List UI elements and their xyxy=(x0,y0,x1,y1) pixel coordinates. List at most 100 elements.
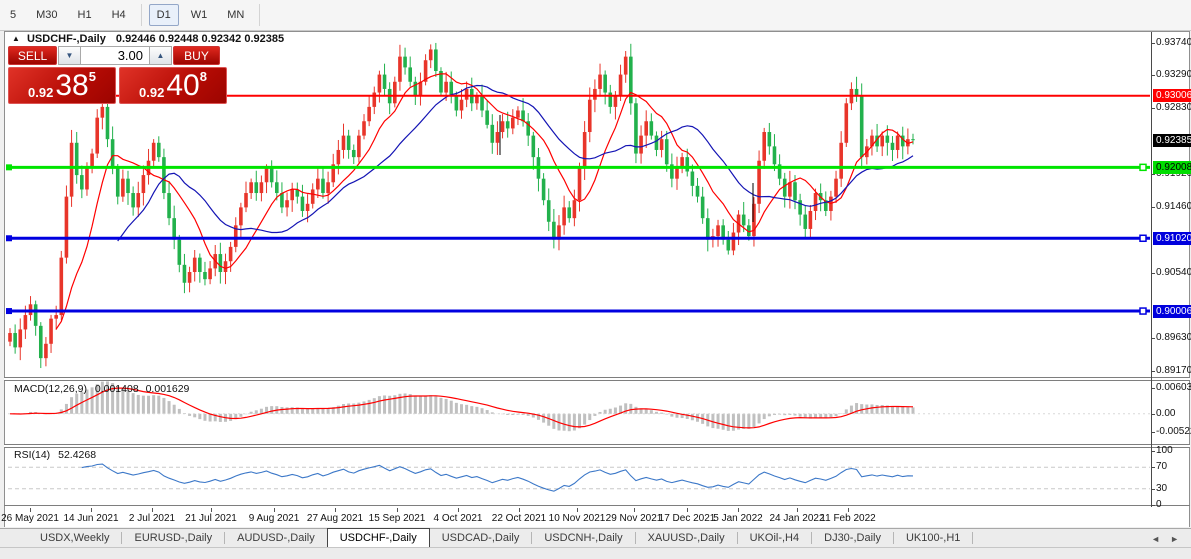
line-handle[interactable] xyxy=(1139,234,1147,243)
rsi-axis-tick xyxy=(1151,505,1155,506)
candle-body xyxy=(54,315,58,319)
tabs-scroll-right-icon[interactable]: ► xyxy=(1170,533,1179,544)
candle-body xyxy=(705,218,710,240)
candle-body xyxy=(290,189,294,201)
candlestick-chart[interactable] xyxy=(4,31,1191,527)
chart-tab-usdcad-daily[interactable]: USDCAD-,Daily xyxy=(441,532,520,544)
candle-body xyxy=(623,56,628,75)
chart-tab-eurusd-daily[interactable]: EURUSD-,Daily xyxy=(134,532,213,544)
volume-decrease-button[interactable]: ▼ xyxy=(58,46,81,65)
chart-tab-uk100-h1[interactable]: UK100-,H1 xyxy=(905,532,961,544)
timeframe-button-H4[interactable]: H4 xyxy=(111,9,126,21)
candle-body xyxy=(162,157,166,194)
sell-price-display[interactable]: 0.92 38 5 xyxy=(8,67,116,104)
candle-body xyxy=(115,167,120,197)
chart-tab-usdx-weekly[interactable]: USDX,Weekly xyxy=(40,532,110,544)
candle-body xyxy=(726,239,731,251)
candle-body xyxy=(613,96,618,107)
date-label: 26 May 2021 xyxy=(1,513,59,524)
candle-body xyxy=(141,175,146,194)
candle-body xyxy=(644,121,649,136)
timeframe-button-MN[interactable]: MN xyxy=(227,9,245,21)
volume-input[interactable] xyxy=(81,46,149,65)
candle-body xyxy=(854,88,859,97)
line-handle[interactable] xyxy=(1139,307,1147,315)
macd-main-value: 0.001408 xyxy=(94,383,139,395)
candle-body xyxy=(721,225,725,240)
date-tick-mark xyxy=(397,508,398,512)
candle-body xyxy=(131,193,135,208)
timeframe-button-D1[interactable]: D1 xyxy=(148,4,179,26)
candle-body xyxy=(844,103,849,143)
candle-body xyxy=(459,99,464,111)
candle-body xyxy=(310,189,315,204)
candle-body xyxy=(249,182,253,194)
timeframe-button-H1[interactable]: H1 xyxy=(77,9,92,21)
candle-body xyxy=(629,56,633,104)
buy-price-point: 8 xyxy=(199,69,207,84)
date-label: 4 Oct 2021 xyxy=(433,513,483,524)
price-badge-hline-green: 0.92008 xyxy=(1153,160,1191,174)
candle-body xyxy=(747,225,751,237)
chart-tab-ukoil-h4[interactable]: UKOil-,H4 xyxy=(749,532,800,544)
candle-body xyxy=(777,164,782,179)
candle-body xyxy=(100,106,105,118)
macd-axis-tick xyxy=(1151,431,1155,433)
rsi-axis-tick xyxy=(1151,488,1155,490)
timeframe-button-W1[interactable]: W1 xyxy=(190,9,208,21)
line-handle[interactable] xyxy=(1139,163,1147,172)
price-tick-label: 0.90540 xyxy=(1156,266,1191,278)
chart-tab-xauusd-daily[interactable]: XAUUSD-,Daily xyxy=(647,532,725,544)
toolbar-separator xyxy=(259,4,261,26)
timeframe-button-M30[interactable]: M30 xyxy=(36,9,58,21)
candle-body xyxy=(362,121,366,136)
candle-body xyxy=(398,56,402,82)
macd-axis-label: 0.006038 xyxy=(1156,382,1191,393)
timeframe-button-5[interactable]: 5 xyxy=(10,9,17,21)
candle-body xyxy=(351,149,356,158)
rsi-panel-divider[interactable] xyxy=(4,444,1190,448)
date-label: 10 Nov 2021 xyxy=(548,513,606,524)
candle-body xyxy=(321,178,325,194)
candle-body xyxy=(798,200,802,215)
candle-body xyxy=(680,157,684,168)
chart-tab-usdchf-daily[interactable]: USDCHF-,Daily xyxy=(326,528,430,548)
candle-body xyxy=(372,92,377,107)
date-axis[interactable]: 26 May 2021 14 Jun 2021 2 Jul 2021 21 Jul 2… xyxy=(1,508,1189,527)
macd-panel-divider[interactable] xyxy=(4,377,1190,381)
timeframe-toolbar: 5 M30 H1 H4 D1 W1 MN xyxy=(0,0,1191,31)
buy-price-base: 0.92 xyxy=(139,85,165,100)
candle-body xyxy=(716,225,720,237)
price-axis-separator xyxy=(1151,32,1152,507)
tabs-scroll-left-icon[interactable]: ◄ xyxy=(1151,533,1161,544)
buy-price-display[interactable]: 0.92 40 8 xyxy=(119,67,227,104)
date-tick-mark xyxy=(30,508,31,512)
date-label: 2 Jul 2021 xyxy=(128,513,176,524)
candle-body xyxy=(151,142,156,161)
volume-increase-button[interactable]: ▲ xyxy=(149,46,172,65)
candle-body xyxy=(587,99,592,133)
date-label: 15 Sep 2021 xyxy=(368,513,426,524)
price-tick-mark xyxy=(1151,206,1155,208)
chart-tab-usdcnh-daily[interactable]: USDCNH-,Daily xyxy=(544,532,623,544)
date-tick-mark xyxy=(519,508,520,512)
candle-body xyxy=(639,135,643,154)
candle-body xyxy=(49,318,53,344)
candle-body xyxy=(357,135,361,158)
chart-tab-dj30-daily[interactable]: DJ30-,Daily xyxy=(824,532,881,544)
candle-body xyxy=(480,96,484,111)
chart-tab-audusd-daily[interactable]: AUDUSD-,Daily xyxy=(237,532,315,544)
candle-body xyxy=(300,196,305,211)
date-axis-divider xyxy=(4,505,1190,506)
candle-body xyxy=(823,200,828,211)
candle-body xyxy=(403,56,407,68)
rsi-axis-tick xyxy=(1151,467,1155,469)
candle-body xyxy=(618,74,623,97)
date-tick-mark xyxy=(211,508,212,512)
sell-button[interactable]: SELL xyxy=(8,46,57,65)
candle-body xyxy=(562,207,566,226)
candle-body xyxy=(767,132,772,147)
price-badge-hline-blue: 0.90006 xyxy=(1153,304,1191,318)
buy-button[interactable]: BUY xyxy=(173,46,220,65)
candle-body xyxy=(598,74,602,89)
